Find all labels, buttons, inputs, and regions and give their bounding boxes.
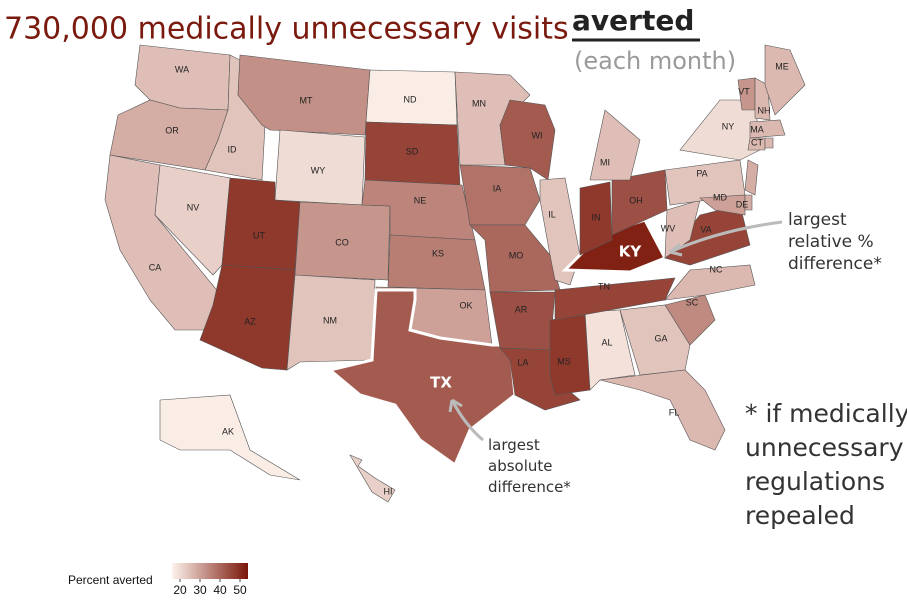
state-label: WV [661,223,676,233]
state [747,137,766,151]
title: 730,000 medically unnecessary visits [4,12,569,47]
state-label: MT [300,95,313,105]
state [699,194,746,216]
state-label: TN [598,281,610,291]
state-label: OK [459,300,472,310]
state [286,274,376,371]
state [744,194,753,211]
annotation-absolute: largest absolute difference* [488,436,571,496]
state-label: IL [548,209,556,219]
state-label: WY [311,165,326,175]
legend-tick-label: 40 [213,583,227,597]
state-label: DE [736,199,749,209]
state [459,164,541,226]
title-emphasis: averted [572,4,694,37]
state-label: ID [228,144,238,154]
legend: Percent averted 20 30 40 50 [68,563,248,597]
state [499,99,556,181]
state-label: GA [654,333,667,343]
legend-tick-label: 20 [173,583,187,597]
arrowhead [669,242,683,257]
state [159,394,301,481]
state-label: ND [404,94,417,104]
state [744,159,759,196]
state-label: IA [493,183,502,193]
state [549,314,591,396]
state-label: AR [515,304,528,314]
arrow [450,399,484,442]
annotation-relative: largest relative % difference* [788,210,882,274]
state [349,454,396,503]
state-label: NE [414,195,427,205]
state [664,294,716,346]
state-label: HI [384,486,393,496]
legend-tick-label: 50 [233,583,247,597]
state [749,119,786,139]
state-label: MI [600,157,610,167]
state-label: MD [713,192,727,202]
state-label: ME [775,61,789,71]
state [387,234,486,291]
state-label: PA [696,168,707,178]
state [539,177,581,286]
state-label: AL [601,337,612,347]
state [764,137,774,149]
state-label: WA [175,64,189,74]
state-label: CO [335,237,349,247]
state-label: NV [187,202,200,212]
states: WA OR CA NV ID MT WY UT AZ CO NM ND SD NE KS OK TX MN IA MO… [104,44,806,503]
state-label: SD [406,146,419,156]
state-label: MN [472,98,486,108]
legend-ticks: 20 30 40 50 [173,579,247,597]
state-label: MO [509,250,524,260]
state [199,264,296,371]
state-label: AK [222,426,234,436]
state-label: OR [165,125,179,135]
arrowhead [448,398,463,413]
state [584,309,636,391]
state-label: IN [592,212,601,222]
state-label: NC [710,264,723,274]
state-label: UT [253,230,265,240]
state [589,109,641,181]
footnote: * if medically unnecessary regulations repe… [745,399,907,530]
state [619,304,691,376]
state [599,369,726,451]
state [611,169,668,236]
state-label: MS [557,356,571,366]
legend-tick-label: 30 [193,583,207,597]
state [489,291,556,351]
state-label: SC [686,297,699,307]
state-label: AZ [244,316,256,326]
subtitle: (each month) [574,47,736,75]
state-label: NY [722,121,735,131]
state-label: NM [323,315,337,325]
legend-title: Percent averted [68,573,153,587]
state-label: WI [532,130,543,140]
state [664,264,756,301]
state-label: FL [669,407,680,417]
state-label: MA [750,124,764,134]
state [154,164,231,276]
state-label: NH [758,105,771,115]
state-label: KS [432,248,444,258]
legend-gradient [172,563,248,579]
arrow [669,220,783,254]
state [579,181,613,256]
state-label: OH [629,195,643,205]
state-label: VA [700,224,711,234]
state [326,288,517,468]
state-label: CA [149,262,162,272]
state [764,44,806,116]
state-label: KY [619,243,643,261]
state-label: CT [751,137,763,147]
state-label: VT [738,86,750,96]
state-label: TX [430,374,452,392]
state-label: LA [517,357,528,367]
